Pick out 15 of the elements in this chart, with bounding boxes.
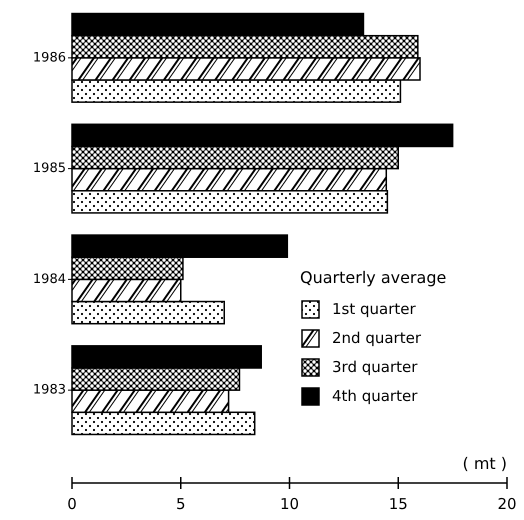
legend-label: 4th quarter	[332, 387, 418, 406]
y-tick-label: 1985	[32, 161, 66, 176]
x-tick-label: 20	[497, 495, 517, 513]
x-tick-label: 5	[176, 495, 186, 513]
y-tick-label: 1984	[32, 272, 66, 287]
legend-title: Quarterly average	[300, 268, 446, 287]
x-tick-label: 0	[67, 495, 77, 513]
y-tick-label: 1986	[32, 50, 66, 66]
legend-label: 2nd quarter	[332, 329, 422, 348]
y-tick-label: 1983	[32, 382, 66, 398]
legend-label: 1st quarter	[332, 300, 417, 318]
legend-label: 3rd quarter	[332, 358, 418, 376]
x-tick-label: 10	[280, 495, 300, 513]
x-axis-title: ( mt )	[462, 454, 507, 473]
x-tick-label: 15	[388, 495, 408, 513]
